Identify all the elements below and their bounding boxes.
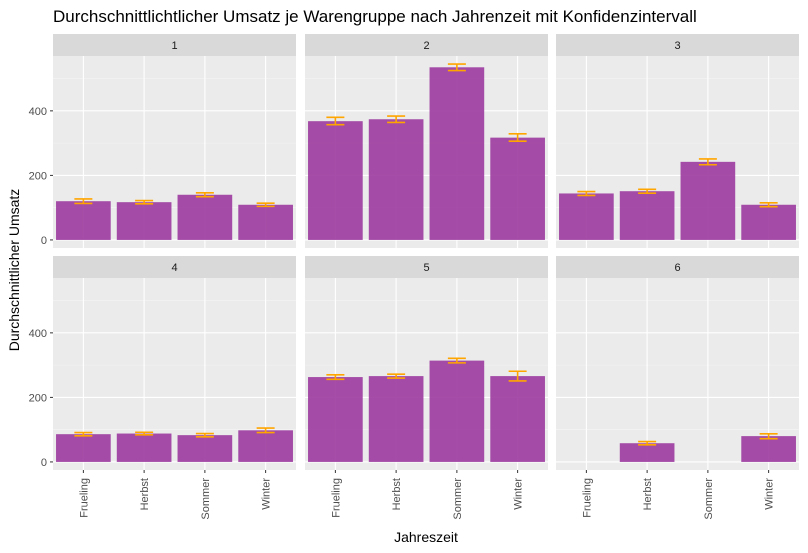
facet-panel-5: 5 bbox=[305, 256, 548, 470]
errorbar-winter bbox=[256, 427, 275, 434]
y-tick-label: 0 bbox=[41, 457, 47, 469]
errorbar-sommer bbox=[195, 192, 214, 198]
errorbar-sommer bbox=[195, 432, 214, 438]
errorbar-herbst bbox=[135, 199, 154, 205]
facet-panel-4: 4 bbox=[53, 256, 296, 470]
errorbar-winter bbox=[508, 370, 527, 382]
y-tick-label: 0 bbox=[41, 235, 47, 247]
bar-herbst bbox=[368, 376, 424, 462]
facet-panel-6: 6 bbox=[556, 256, 799, 470]
errorbar-sommer bbox=[447, 63, 466, 72]
errorbar-herbst bbox=[387, 373, 406, 379]
bar-frueling bbox=[56, 201, 111, 240]
bar-winter bbox=[490, 137, 545, 240]
bar-sommer bbox=[429, 67, 485, 240]
facet-strip bbox=[556, 256, 799, 278]
x-tick-label: Herbst bbox=[642, 478, 654, 510]
bar-winter bbox=[238, 204, 293, 240]
errorbar-herbst bbox=[638, 440, 657, 446]
errorbar-sommer bbox=[698, 158, 717, 166]
x-tick-label: Sommer bbox=[200, 478, 212, 520]
facet-strip-label: 3 bbox=[674, 40, 680, 52]
x-tick-label: Frueling bbox=[581, 478, 593, 518]
bar-winter bbox=[741, 436, 796, 462]
bar-frueling bbox=[308, 121, 363, 240]
y-axis-title: Durchschnittlicher Umsatz bbox=[6, 189, 22, 352]
bar-sommer bbox=[680, 161, 736, 240]
facet-strip-label: 2 bbox=[423, 40, 429, 52]
bar-winter bbox=[741, 204, 796, 240]
y-tick-label: 200 bbox=[29, 170, 47, 182]
errorbar-frueling bbox=[326, 116, 345, 126]
errorbar-winter bbox=[759, 433, 778, 440]
errorbar-herbst bbox=[135, 431, 154, 436]
x-tick-label: Winter bbox=[513, 478, 525, 510]
facet-strip bbox=[305, 34, 548, 56]
errorbar-sommer bbox=[447, 357, 466, 364]
x-tick-label: Winter bbox=[261, 478, 273, 510]
x-axis-title: Jahreszeit bbox=[394, 529, 458, 545]
errorbar-herbst bbox=[638, 188, 657, 194]
errorbar-winter bbox=[759, 202, 778, 208]
bar-frueling bbox=[559, 193, 614, 240]
bar-sommer bbox=[177, 435, 233, 462]
y-axes: 0 200 400 0 200 400 bbox=[29, 106, 53, 469]
bar-herbst bbox=[116, 202, 172, 240]
x-tick-label: Frueling bbox=[330, 478, 342, 518]
errorbar-frueling bbox=[326, 374, 345, 381]
bar-herbst bbox=[619, 443, 675, 462]
facet-strip-label: 4 bbox=[171, 262, 177, 274]
facet-panel-2: 2 bbox=[305, 34, 548, 248]
facet-panel-1: 1 bbox=[53, 34, 296, 248]
facet-strip bbox=[53, 256, 296, 278]
x-tick-label: Sommer bbox=[703, 478, 715, 520]
errorbar-winter bbox=[256, 202, 275, 208]
errorbar-winter bbox=[508, 132, 527, 142]
y-tick-label: 400 bbox=[29, 106, 47, 118]
y-tick-label: 200 bbox=[29, 392, 47, 404]
x-axes: Frueling Herbst Sommer Winter Frueling Herbst… bbox=[78, 470, 776, 520]
facet-strip-label: 5 bbox=[423, 262, 429, 274]
bar-winter bbox=[490, 376, 545, 462]
bar-herbst bbox=[619, 191, 675, 240]
facet-strip-label: 6 bbox=[674, 262, 680, 274]
bar-sommer bbox=[177, 194, 233, 240]
bar-frueling bbox=[308, 377, 363, 462]
facet-panel-3: 3 bbox=[556, 34, 799, 248]
y-tick-label: 400 bbox=[29, 328, 47, 340]
facet-strip bbox=[305, 256, 548, 278]
bar-frueling bbox=[56, 434, 111, 462]
bar-sommer bbox=[429, 360, 485, 462]
x-tick-label: Winter bbox=[764, 478, 776, 510]
chart-title: Durchschnittlichtlicher Umsatz je Wareng… bbox=[53, 7, 697, 26]
bar-herbst bbox=[368, 119, 424, 240]
bar-winter bbox=[238, 430, 293, 462]
facet-grid: 1 2 3 4 5 6 bbox=[53, 34, 799, 470]
facet-strip bbox=[556, 34, 799, 56]
x-tick-label: Frueling bbox=[78, 478, 90, 518]
x-tick-label: Herbst bbox=[139, 478, 151, 510]
facet-strip bbox=[53, 34, 296, 56]
errorbar-frueling bbox=[74, 431, 93, 437]
x-tick-label: Herbst bbox=[391, 478, 403, 510]
errorbar-herbst bbox=[387, 115, 406, 124]
bar-herbst bbox=[116, 433, 172, 462]
errorbar-frueling bbox=[74, 198, 93, 205]
errorbar-frueling bbox=[577, 190, 596, 197]
x-tick-label: Sommer bbox=[452, 478, 464, 520]
facet-strip-label: 1 bbox=[171, 40, 177, 52]
